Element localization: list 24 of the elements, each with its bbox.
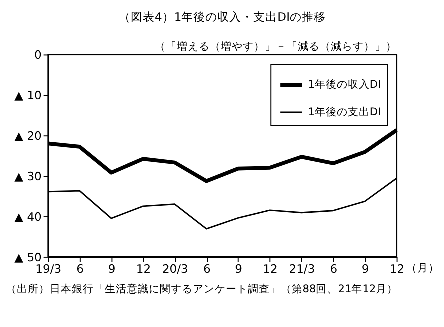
- y-tick-label: ▲ 50: [14, 250, 42, 264]
- x-tick-label: 6: [203, 262, 211, 276]
- y-tick-label: ▲ 20: [14, 128, 42, 143]
- chart-title: （図表4）1年後の収入・支出DIの推移: [118, 10, 326, 24]
- y-tick-label: ▲ 30: [14, 169, 42, 184]
- legend-label: 1年後の収入DI: [308, 78, 382, 91]
- x-tick-label: 12: [136, 262, 152, 276]
- x-tick-label: 6: [330, 262, 338, 276]
- y-tick-label: 0: [34, 48, 42, 62]
- x-axis-title: （月）: [406, 262, 440, 274]
- x-tick-label: 6: [76, 262, 84, 276]
- legend-label: 1年後の支出DI: [308, 105, 382, 118]
- chart-subtitle: （「増える（増やす）」－「減る（減らす）」）: [154, 40, 397, 53]
- x-tick-label: 9: [235, 262, 242, 276]
- y-tick-label: ▲ 40: [14, 210, 42, 224]
- x-tick-label: 19/3: [36, 262, 62, 276]
- x-tick-label: 9: [362, 262, 370, 276]
- text: （出所）日本銀行「生活意識に関するアンケート調査」（第88回、21年12月）: [6, 282, 398, 296]
- x-tick-label: 20/3: [162, 262, 188, 276]
- x-tick-label: 12: [390, 262, 405, 276]
- x-tick-label: 12: [263, 262, 278, 276]
- x-tick-label: 21/3: [289, 262, 316, 276]
- y-tick-label: ▲ 10: [14, 88, 42, 103]
- x-tick-label: 9: [108, 262, 116, 276]
